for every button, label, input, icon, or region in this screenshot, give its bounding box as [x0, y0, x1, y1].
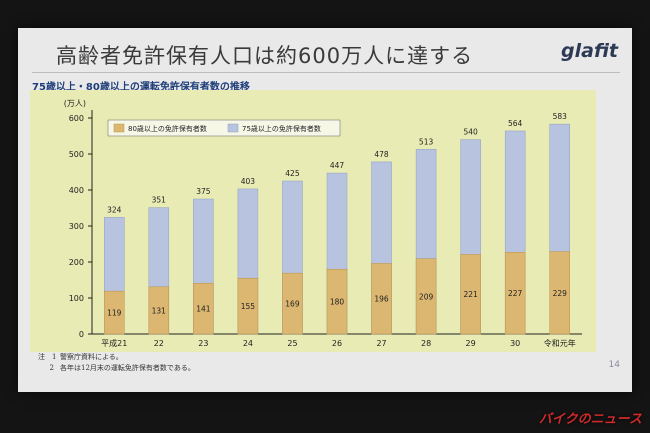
data-label-80-plus: 141: [196, 305, 211, 314]
bar-80-plus: [549, 251, 570, 335]
legend-swatch-80-plus: [113, 123, 125, 133]
data-label-75-plus: 513: [419, 137, 434, 146]
legend-box: [107, 119, 341, 137]
presentation-slide: 高齢者免許保有人口は約600万人に達する glafit 75歳以上・80歳以上の…: [18, 28, 632, 392]
data-label-75-plus: 583: [553, 112, 568, 121]
data-label-80-plus: 196: [374, 295, 389, 304]
data-label-75-plus: 425: [285, 169, 300, 178]
note-1-text: 警察庁資料による。: [60, 353, 123, 361]
legend-label-75-plus: 75歳以上の免許保有者数: [242, 124, 321, 133]
page-number: 14: [608, 360, 620, 370]
data-label-75-plus: 564: [508, 119, 523, 128]
y-tick-label: 200: [69, 258, 84, 267]
bar-chart: (万人) 0 100 200 300 400 500 600 324 119 平成21 351 131 2…: [64, 99, 582, 348]
note-2: 2 各年は12月末の運転免許保有者数である。: [38, 363, 195, 374]
legend-swatch-75-plus: [227, 123, 239, 133]
bar-80-plus: [237, 277, 259, 335]
data-label-80-plus: 119: [107, 309, 122, 318]
bar-80-plus: [371, 263, 392, 335]
y-axis-unit-label: (万人): [64, 99, 86, 108]
brand-logo: glafit: [561, 40, 618, 62]
data-label-75-plus: 324: [107, 205, 122, 214]
data-label-80-plus: 221: [463, 290, 478, 299]
x-tick-label: 30: [510, 339, 520, 348]
data-label-75-plus: 540: [463, 128, 478, 137]
y-tick-label: 100: [69, 294, 84, 303]
data-label-75-plus: 375: [196, 187, 211, 196]
x-tick-label: 25: [287, 339, 297, 348]
media-watermark-logo: バイクのニュース: [538, 412, 642, 427]
y-tick-label: 300: [69, 222, 84, 231]
x-tick-label: 22: [154, 339, 164, 348]
x-tick-label: 平成21: [101, 338, 127, 348]
data-label-75-plus: 478: [374, 150, 389, 159]
data-label-75-plus: 447: [330, 161, 345, 170]
bar-80-plus: [504, 252, 526, 335]
data-label-80-plus: 180: [330, 298, 345, 307]
bar-80-plus: [148, 286, 170, 335]
x-tick-label: 24: [243, 339, 253, 348]
chart-panel: (万人) 0 100 200 300 400 500 600 324 119 平成21 351 131 2…: [30, 90, 596, 352]
note-2-text: 各年は12月末の運転免許保有者数である。: [60, 364, 195, 372]
x-tick-label: 28: [421, 339, 431, 348]
x-tick-label: 27: [376, 339, 386, 348]
data-label-80-plus: 209: [419, 292, 434, 301]
x-tick-label: 29: [466, 339, 476, 348]
bar-80-plus: [193, 282, 214, 335]
x-tick-label: 23: [198, 339, 208, 348]
bar-80-plus: [104, 290, 125, 335]
data-label-75-plus: 403: [241, 177, 256, 186]
data-label-80-plus: 169: [285, 300, 300, 309]
y-tick-label: 400: [69, 186, 84, 195]
data-label-80-plus: 229: [553, 289, 568, 298]
data-label-80-plus: 227: [508, 289, 523, 298]
title-divider: [32, 72, 620, 73]
note-1: 注 1 警察庁資料による。: [38, 352, 195, 363]
data-label-80-plus: 131: [152, 306, 167, 315]
y-tick-label: 0: [79, 330, 84, 339]
chart-subtitle: 75歳以上・80歳以上の運転免許保有者数の推移: [32, 82, 250, 93]
slide-title: 高齢者免許保有人口は約600万人に達する: [56, 44, 474, 68]
bar-80-plus: [326, 268, 348, 335]
x-tick-label: 令和元年: [544, 338, 576, 348]
bar-80-plus: [460, 254, 481, 335]
data-label-75-plus: 351: [152, 196, 167, 205]
data-label-80-plus: 155: [241, 302, 256, 311]
note-2-number: 2: [49, 364, 54, 372]
chart-notes: 注 1 警察庁資料による。 2 各年は12月末の運転免許保有者数である。: [38, 352, 195, 374]
y-tick-label: 500: [69, 150, 84, 159]
legend-label-80-plus: 80歳以上の免許保有者数: [128, 124, 207, 133]
bar-80-plus: [282, 272, 303, 335]
bar-80-plus: [415, 258, 437, 335]
x-tick-label: 26: [332, 339, 342, 348]
note-1-number: 注 1: [38, 353, 57, 361]
y-tick-label: 600: [69, 114, 84, 123]
